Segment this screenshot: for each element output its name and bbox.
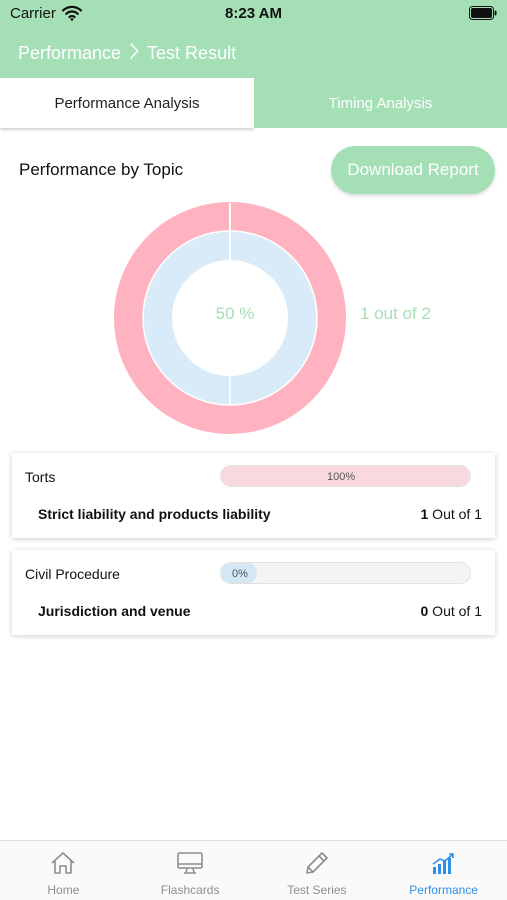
carrier-label: Carrier xyxy=(10,5,56,22)
topic-name: Civil Procedure xyxy=(25,566,120,582)
chart-percent-label: 50 % xyxy=(215,304,255,323)
battery-icon xyxy=(469,6,497,25)
subtopic-name: Strict liability and products liability xyxy=(38,506,271,522)
pencil-icon xyxy=(303,851,331,880)
tab-performance-label: Performance xyxy=(409,883,478,897)
wifi-icon xyxy=(61,5,83,26)
breadcrumb-performance[interactable]: Performance xyxy=(18,43,122,63)
progress-fill xyxy=(221,563,257,583)
score-correct: 0 xyxy=(420,603,429,619)
tab-timing-analysis[interactable]: Timing Analysis xyxy=(254,78,507,128)
topic-donut-chart xyxy=(114,202,346,434)
bottom-tab-bar: Home Flashcards Test Series Performance xyxy=(0,840,507,900)
tab-home[interactable]: Home xyxy=(0,841,127,900)
score-total: Out of 1 xyxy=(428,603,482,619)
score-correct: 1 xyxy=(420,506,429,522)
tab-test-series[interactable]: Test Series xyxy=(254,841,381,900)
analysis-tabs: Performance Analysis Timing Analysis xyxy=(0,78,507,128)
tab-flashcards[interactable]: Flashcards xyxy=(127,841,254,900)
progress-fill xyxy=(221,466,470,486)
download-report-button[interactable]: Download Report xyxy=(331,146,495,194)
topic-name: Torts xyxy=(25,469,56,485)
ring-gap xyxy=(142,230,318,406)
monitor-icon xyxy=(176,851,204,880)
chart-icon xyxy=(430,851,458,880)
topic-progress-bar: 100% xyxy=(220,465,471,487)
section-title: Performance by Topic xyxy=(19,160,184,179)
tab-performance-analysis[interactable]: Performance Analysis xyxy=(0,78,254,128)
progress-label: 100% xyxy=(327,471,356,483)
breadcrumb: Performance Test Result xyxy=(18,42,236,65)
tab-flashcards-label: Flashcards xyxy=(160,883,220,897)
topic-card-civil-procedure: Civil Procedure 0% Jurisdiction and venu… xyxy=(12,550,495,635)
subtopic-score: 0 Out of 1 xyxy=(421,603,483,619)
chevron-right-icon xyxy=(129,42,139,65)
subtopic-score: 1 Out of 1 xyxy=(421,506,483,522)
tab-home-label: Home xyxy=(47,883,80,897)
tab-performance[interactable]: Performance xyxy=(380,841,507,900)
tab-test-series-label: Test Series xyxy=(287,883,347,897)
clock: 8:23 AM xyxy=(225,5,282,22)
score-total: Out of 1 xyxy=(428,506,482,522)
status-bar: Carrier 8:23 AM xyxy=(0,0,507,28)
chart-score-label: 1 out of 2 xyxy=(360,304,431,323)
topic-card-torts: Torts 100% Strict liability and products… xyxy=(12,453,495,538)
nav-bar: Performance Test Result xyxy=(0,28,507,78)
progress-label: 0% xyxy=(232,568,248,580)
home-icon xyxy=(49,851,77,880)
breadcrumb-test-result: Test Result xyxy=(147,43,237,63)
subtopic-name: Jurisdiction and venue xyxy=(38,603,191,619)
topic-progress-bar: 0% xyxy=(220,562,471,584)
